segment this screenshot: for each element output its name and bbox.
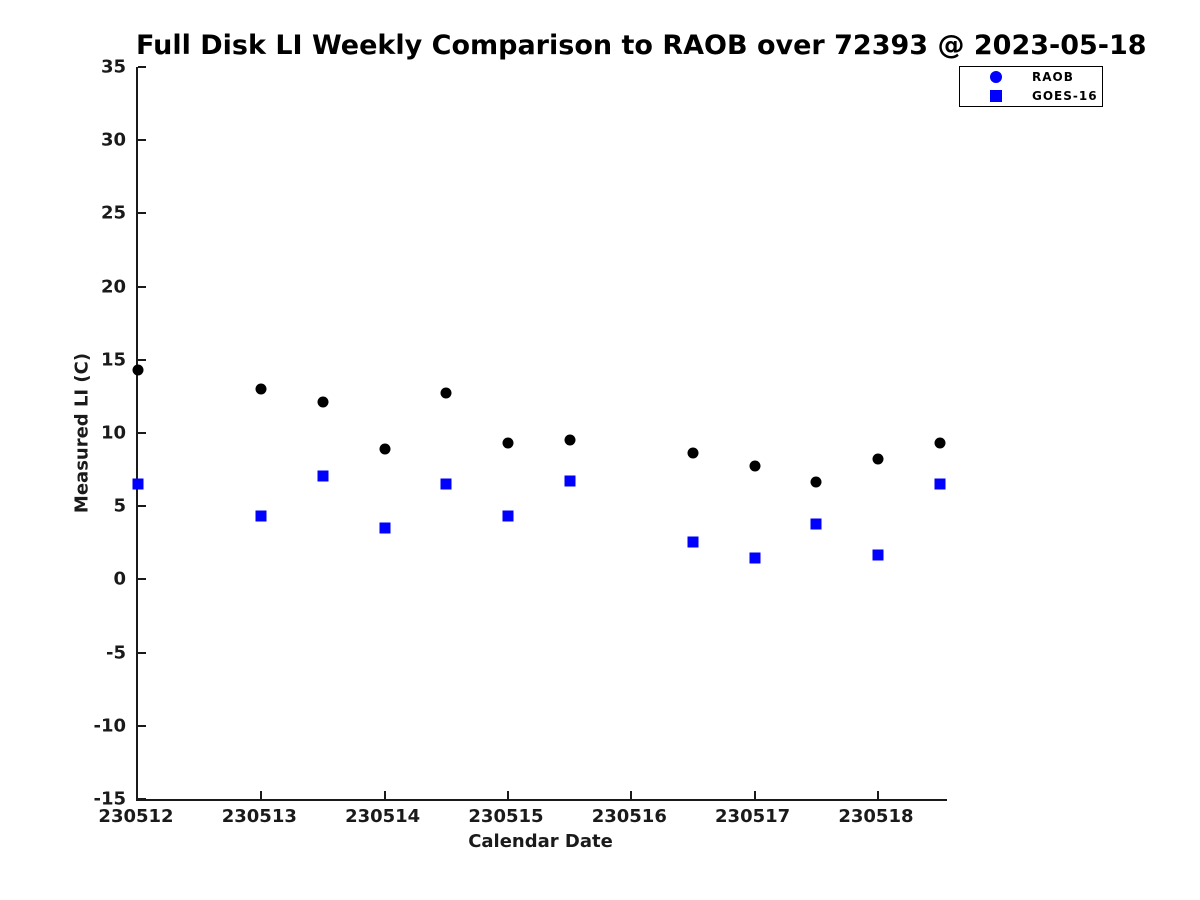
y-tick-label: 0 xyxy=(113,568,126,590)
y-tick-mark xyxy=(138,505,146,508)
legend-label-goes16: GOES-16 xyxy=(1032,88,1098,103)
y-tick-label: 35 xyxy=(100,56,126,78)
x-tick-mark xyxy=(506,791,509,799)
goes16-point xyxy=(934,478,946,489)
y-tick-label: -15 xyxy=(93,788,126,810)
raob-legend-marker-icon xyxy=(990,71,1002,84)
x-tick-label: 230515 xyxy=(468,806,544,827)
raob-point xyxy=(317,396,329,408)
x-tick-label: 230518 xyxy=(838,806,914,827)
goes16-point xyxy=(810,518,822,530)
raob-point xyxy=(502,437,514,449)
legend-item-goes16: GOES-16 xyxy=(960,88,1102,104)
x-tick-mark xyxy=(260,791,263,799)
y-axis-label: Measured LI (C) xyxy=(71,352,93,514)
y-tick-label: 30 xyxy=(100,129,126,151)
goes16-point xyxy=(564,475,576,487)
goes16-point xyxy=(317,470,329,482)
x-axis-label: Calendar Date xyxy=(468,831,613,852)
raob-point xyxy=(687,447,699,459)
raob-point xyxy=(132,364,144,376)
x-tick-mark xyxy=(383,791,386,799)
goes16-point xyxy=(132,478,144,489)
y-tick-mark xyxy=(138,724,146,727)
chart-title: Full Disk LI Weekly Comparison to RAOB o… xyxy=(136,30,1147,61)
y-tick-label: 10 xyxy=(100,422,126,444)
x-tick-label: 230517 xyxy=(715,806,791,827)
x-tick-mark xyxy=(753,791,756,799)
raob-point xyxy=(564,434,576,446)
x-tick-label: 230514 xyxy=(345,806,421,827)
goes16-legend-marker-icon xyxy=(990,89,1002,102)
goes16-point xyxy=(687,536,699,548)
goes16-point xyxy=(502,510,514,522)
raob-point xyxy=(934,437,946,449)
y-tick-mark xyxy=(138,432,146,434)
y-tick-mark xyxy=(138,285,146,288)
raob-point xyxy=(810,476,822,488)
legend-item-raob: RAOB xyxy=(960,69,1102,85)
y-tick-mark xyxy=(138,212,146,215)
legend-label-raob: RAOB xyxy=(1032,70,1074,85)
y-tick-mark xyxy=(138,66,146,68)
goes16-point xyxy=(872,549,884,560)
raob-point xyxy=(872,453,884,465)
x-tick-label: 230512 xyxy=(98,806,174,827)
y-tick-mark xyxy=(138,651,146,654)
plot-area xyxy=(132,66,947,801)
x-tick-mark xyxy=(630,791,633,799)
y-tick-label: 20 xyxy=(100,276,126,298)
raob-point xyxy=(255,383,267,395)
y-tick-mark xyxy=(138,358,146,361)
raob-point xyxy=(440,387,452,399)
y-tick-label: 5 xyxy=(113,495,126,517)
y-tick-mark xyxy=(138,578,146,581)
raob-point xyxy=(379,443,391,455)
y-tick-label: 15 xyxy=(100,349,126,371)
goes16-point xyxy=(749,552,761,564)
goes16-point xyxy=(440,478,452,490)
raob-point xyxy=(749,460,761,472)
y-tick-mark xyxy=(138,798,146,800)
y-tick-label: -10 xyxy=(93,715,126,737)
y-tick-mark xyxy=(138,139,146,142)
y-tick-label: 25 xyxy=(100,202,126,224)
legend-box: RAOB GOES-16 xyxy=(959,66,1103,107)
goes16-point xyxy=(379,522,391,534)
goes16-point xyxy=(255,510,267,522)
y-tick-label: -5 xyxy=(106,642,126,664)
x-tick-label: 230516 xyxy=(591,806,667,827)
x-tick-mark xyxy=(876,791,879,799)
x-tick-label: 230513 xyxy=(221,806,297,827)
